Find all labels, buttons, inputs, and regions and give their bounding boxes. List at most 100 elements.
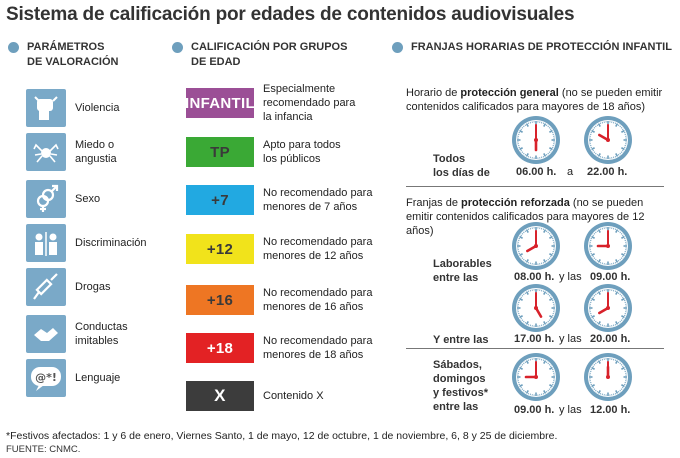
clock-tick [551, 299, 554, 302]
clock-tick [519, 147, 523, 151]
clock-tick [621, 366, 625, 370]
clock-tick [593, 388, 596, 391]
clock-tick [591, 235, 595, 239]
clock-tick [522, 231, 525, 234]
param-sexo: Sexo [26, 180, 176, 218]
bullet-icon [8, 42, 19, 53]
clock-tick [549, 149, 552, 152]
clock-tick [599, 392, 602, 395]
clock-tick [542, 290, 545, 293]
clock-tick [524, 230, 527, 233]
clock-icon [584, 353, 632, 401]
clock-tick [551, 368, 554, 371]
clock-tick [542, 359, 545, 362]
clock-tick [620, 319, 623, 322]
rating-infantil: INFANTIL Especialmente recomendado para … [185, 83, 393, 123]
clock-tick [542, 228, 545, 231]
section-head-params: PARÁMETROS DE VALORACIÓN [8, 40, 118, 70]
section-title-params: PARÁMETROS DE VALORACIÓN [27, 41, 119, 68]
clock-tick [547, 389, 550, 392]
bullet-icon [172, 42, 183, 53]
clock-tick [590, 146, 593, 149]
clock-tick [621, 315, 625, 319]
clock-tick [542, 122, 545, 125]
clock-tick [591, 315, 595, 319]
clock-tick [522, 320, 525, 323]
clock-tick [594, 152, 597, 155]
section-head-schedule: FRANJAS HORARIAS DE PROTECCIÓN INFANTIL [392, 40, 672, 55]
section-title-schedule: FRANJAS HORARIAS DE PROTECCIÓN INFANTIL [411, 41, 672, 53]
rating-desc: Apto para todos los públicos [263, 139, 341, 165]
clock-tick [521, 151, 524, 154]
clock-tick [549, 297, 553, 301]
param-label: Miedo o angustia [75, 139, 117, 165]
clock-tick [621, 296, 624, 299]
clock-icon [512, 284, 560, 332]
footnote: *Festivos afectados: 1 y 6 de enero, Vie… [6, 430, 558, 442]
clock-tick [542, 155, 545, 158]
clock-tick [597, 360, 601, 364]
clock-tick [542, 261, 545, 264]
param-label: Conductas imitables [75, 321, 128, 347]
clock-tick [519, 315, 523, 319]
clock-tick [597, 291, 601, 295]
clock-tick [525, 291, 529, 295]
clock-tick [525, 153, 529, 157]
clock-tick [518, 237, 521, 240]
clock-tick [623, 252, 626, 255]
clock-tick [623, 237, 626, 240]
clock-tick [621, 147, 625, 151]
clock-tick [623, 314, 626, 317]
clock-tick [621, 129, 625, 133]
rating-badge: X [186, 381, 254, 411]
clock-tick [547, 320, 550, 323]
rating-badge: INFANTIL [185, 88, 255, 118]
param-miedo: Miedo o angustia [26, 133, 176, 171]
clock-tick [615, 229, 619, 233]
clock-tick [594, 258, 597, 261]
section-head-groups: CALIFICACIÓN POR GRUPOS DE EDAD [172, 40, 347, 70]
clock-tick [623, 146, 626, 149]
clock-tick [593, 126, 596, 129]
clock-tick [596, 153, 599, 156]
fist-icon [26, 89, 66, 127]
clock-tick [593, 151, 596, 154]
clock-tick [520, 317, 523, 320]
clock-tick [593, 294, 596, 297]
clock-tick [547, 258, 550, 261]
clock-tick [597, 153, 601, 157]
clock-tick [594, 320, 597, 323]
clock-tick [522, 258, 525, 261]
clock-tick [615, 390, 619, 394]
clock-tick [549, 365, 552, 368]
clock-tick [548, 319, 551, 322]
clock-tick [551, 383, 554, 386]
clock-tick [548, 151, 551, 154]
handshake-icon [26, 315, 66, 353]
clock-tick [524, 321, 527, 324]
clock-tick [525, 259, 529, 263]
clock-tick [615, 153, 619, 157]
rating-desc: No recomendado para menores de 18 años [263, 335, 373, 361]
clock-tick [527, 261, 530, 264]
clock-tick [594, 389, 597, 392]
rating-badge: +7 [186, 185, 254, 215]
clock-tick [592, 234, 595, 237]
clock-tick [614, 359, 617, 362]
clock-tick [614, 323, 617, 326]
clock-tick [548, 388, 551, 391]
swearing-icon: @*! [26, 359, 66, 397]
clock-tick [615, 360, 619, 364]
clock-tick [527, 228, 530, 231]
clock-tick [519, 235, 523, 239]
param-lenguaje: @*! Lenguaje [26, 359, 176, 397]
clock-tick [522, 125, 525, 128]
clock-tick [596, 321, 599, 324]
clock-tick [543, 390, 547, 394]
clock-tick [549, 253, 553, 257]
clock-tick [525, 321, 529, 325]
param-label: Lenguaje [75, 372, 121, 384]
clock-tick [597, 390, 601, 394]
spider-icon [26, 133, 66, 171]
clock-tick [593, 257, 596, 260]
